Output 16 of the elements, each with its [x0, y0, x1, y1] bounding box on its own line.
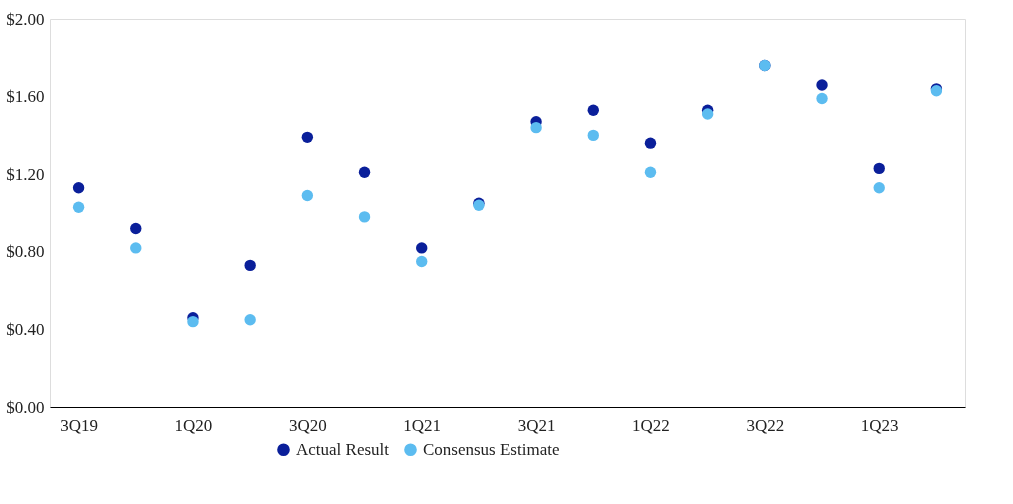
y-tick-label: $0.40 [6, 319, 45, 339]
y-tick-label: $0.80 [6, 242, 45, 262]
x-tick-label: 1Q22 [632, 415, 670, 435]
legend-label: Actual Result [296, 439, 390, 459]
x-tick-label: 1Q23 [860, 415, 899, 435]
x-tick-label: 3Q21 [517, 415, 556, 435]
x-tick-label: 3Q19 [60, 415, 98, 435]
x-tick-label: 1Q21 [403, 415, 442, 435]
legend-label: Consensus Estimate [423, 439, 560, 459]
y-tick-label: $2.00 [6, 9, 45, 29]
y-tick-label: $0.00 [6, 397, 45, 417]
y-tick-label: $1.20 [6, 164, 45, 184]
y-tick-label: $1.60 [6, 87, 45, 107]
x-tick-label: 3Q22 [746, 415, 785, 435]
x-tick-label: 1Q20 [174, 415, 213, 435]
x-tick-label: 3Q20 [288, 415, 327, 435]
